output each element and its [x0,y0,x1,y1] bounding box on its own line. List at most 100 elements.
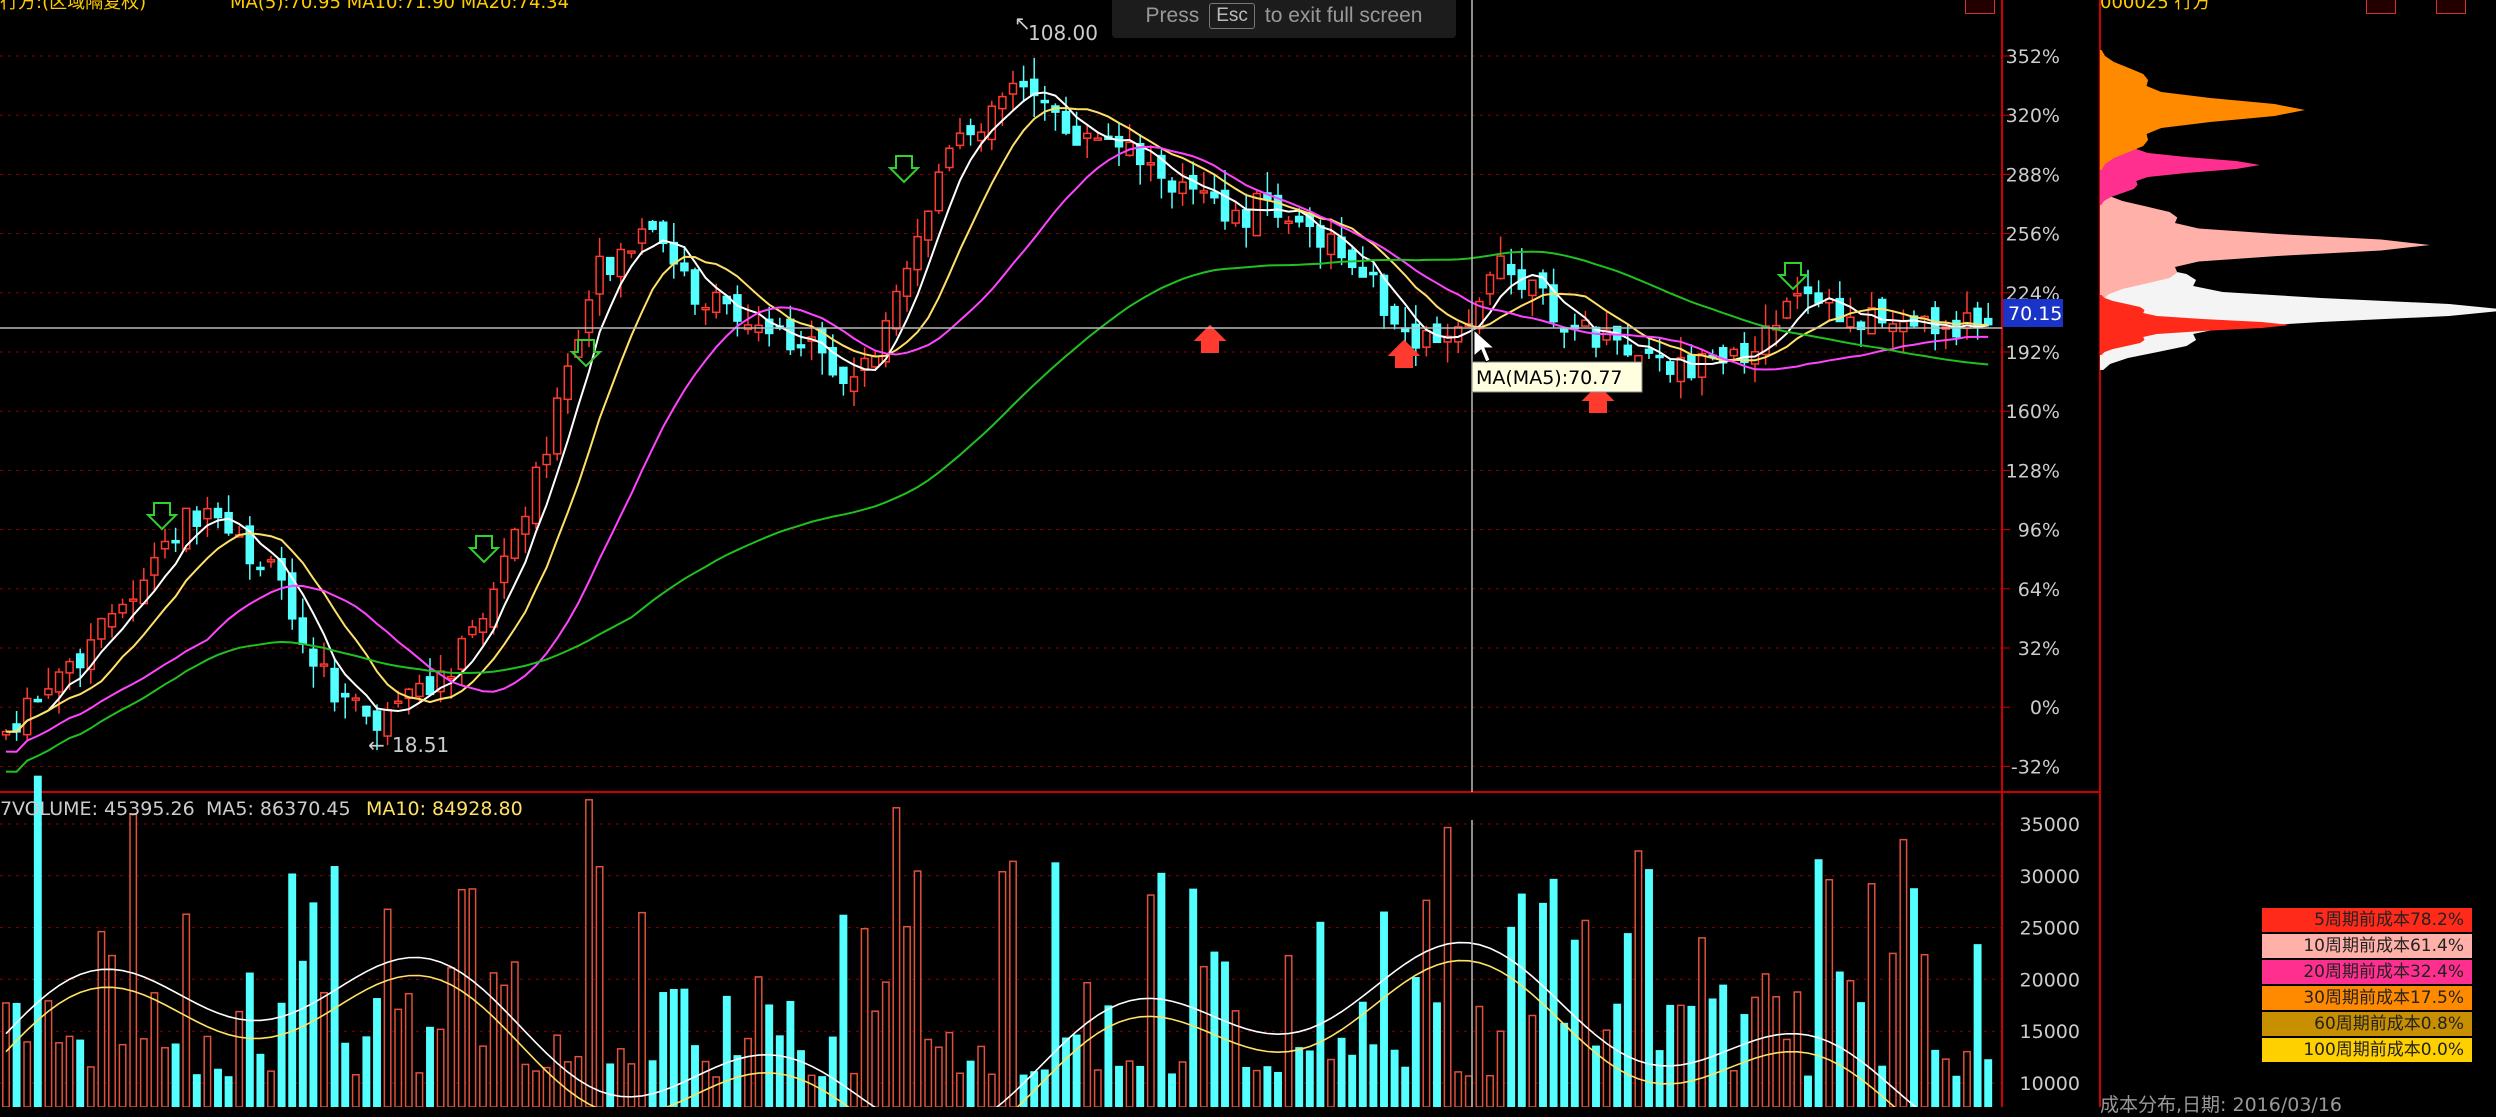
volume-bar [1719,984,1728,1107]
candle-body [796,344,806,349]
candle-body [1496,255,1505,280]
volume-bar [786,1000,795,1107]
signal-arrow-icon [569,339,603,368]
volume-bar [659,992,668,1107]
candle-body [1485,274,1495,295]
candle-body [128,598,138,602]
price-tick-label: -32% [2011,756,2060,778]
candle-body [987,105,997,141]
candle-body [531,466,541,525]
esc-key-badge: Esc [1209,3,1255,29]
candle-body [1072,125,1081,146]
volume-bar [1146,894,1155,1107]
volume-bar [1496,1030,1505,1107]
volume-bar [627,1063,636,1107]
volume-legend-prefix: 7 [0,798,12,820]
candle-body [1750,350,1760,365]
price-tick-label: 256% [2006,224,2060,246]
candle-body [1347,249,1357,269]
candle-body [1273,194,1283,218]
cost-lobe-red [2100,295,2290,355]
candle-body [457,637,467,670]
candle-body [1867,307,1876,335]
candle-body [393,700,403,704]
volume-bar [55,1042,63,1107]
candle-body [690,269,700,305]
ma-tooltip: MA(MA5):70.77 [1471,361,1643,393]
volume-bar [701,1060,710,1107]
volume-bar [1115,1065,1123,1107]
top-legend: MA(5):70.95 MA10:71.90 MA20:74.34 [230,0,569,13]
volume-bar [585,799,593,1107]
volume-bar [1687,1005,1696,1107]
candle-body [1241,209,1251,228]
volume-bar [1931,1049,1940,1107]
candle-body [563,365,573,401]
candle-body [1623,344,1633,356]
volume-bar [1666,1004,1675,1107]
volume-bar [616,1048,625,1107]
top-right-code: 000025 行方 [2100,0,2210,13]
volume-bar [118,1043,127,1107]
mode-toggle-button[interactable] [2366,0,2396,14]
candle-body [510,528,520,559]
candle-body [1549,284,1558,323]
high-arrow: ↖ [1014,11,1031,35]
price-tick-label: 352% [2006,46,2060,68]
volume-bar [1348,1054,1357,1107]
close-panel-button[interactable] [1965,0,1995,14]
cost-legend: 5周期前成本78.2% 10周期前成本61.4% 20周期前成本32.4% 30… [2262,908,2472,1064]
volume-bar [722,995,731,1107]
volume-bar [426,1026,434,1107]
volume-bar [1708,998,1717,1107]
volume-bar [1634,850,1643,1107]
volume-bar [913,870,922,1107]
candle-body [277,558,286,581]
candle-body [1390,305,1399,325]
volume-bar [553,1034,562,1107]
volume-bar [256,1053,265,1107]
cost-lobe-magenta [2100,125,2260,205]
volume-bar [638,911,646,1107]
candle-body [340,692,350,698]
candle-body [160,540,170,550]
candle-body [849,376,859,393]
cost-legend-row: 60周期前成本0.8% [2262,1012,2472,1036]
volume-bar [1093,1069,1102,1107]
candle-body [1697,353,1707,378]
candle-body [351,697,361,701]
candle-body [415,682,424,698]
volume-bar [595,865,604,1107]
volume-bar [1814,859,1823,1107]
settings-button[interactable] [2436,0,2466,14]
volume-bar [267,1070,275,1107]
candle-body [701,306,710,311]
volume-bar [150,992,159,1107]
volume-bar [1295,1047,1304,1107]
volume-bar [277,1002,286,1107]
candle-body [1061,110,1071,134]
candle-body [86,639,96,671]
candle-body [870,355,880,368]
cost-footer: 成本分布,日期: 2016/03/16 [2100,1094,2342,1116]
volume-bar [362,1036,371,1107]
volume-bar [1761,973,1770,1107]
volume-bar [860,927,869,1107]
candle-body [1453,326,1463,343]
volume-tick-label: 20000 [2020,969,2080,991]
candle-body [298,617,308,645]
candle-body [976,131,986,142]
volume-bar [966,1060,975,1107]
volume-bar [1910,888,1918,1107]
candle-body [266,559,276,563]
candle-body [1082,132,1092,139]
volume-bar [97,930,106,1107]
volume-bar [924,1038,933,1107]
volume-bar [712,1076,721,1107]
candle-body [648,220,657,230]
volume-bar [65,1035,74,1107]
candle-body [362,705,371,717]
signal-arrow-icon [1776,262,1810,291]
candle-body [1559,328,1569,333]
